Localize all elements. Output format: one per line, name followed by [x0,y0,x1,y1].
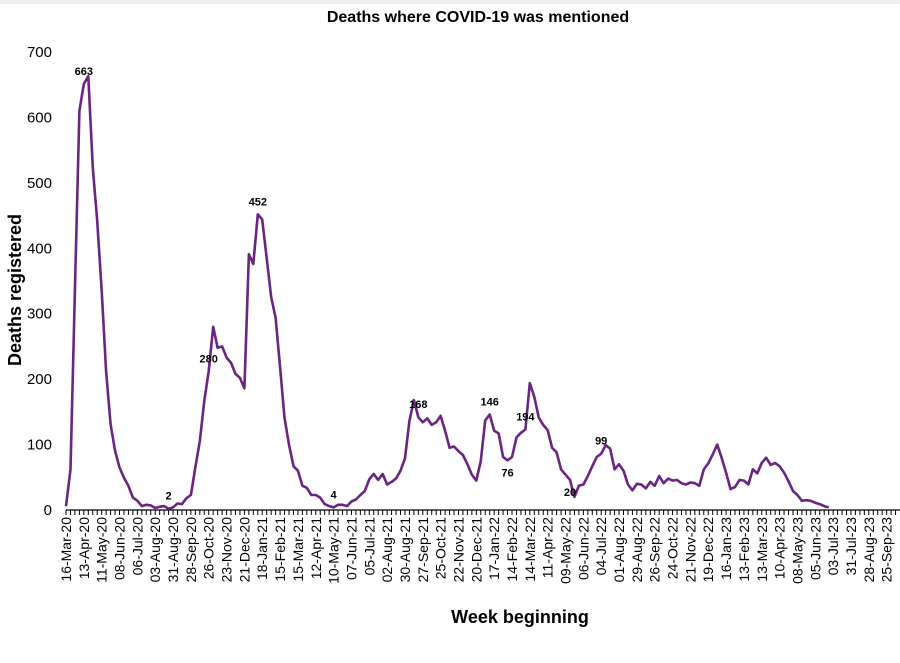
x-tick-label: 11-May-20 [94,517,110,583]
x-tick-label: 17-Jan-22 [486,517,502,580]
data-label: 663 [75,66,93,78]
x-tick-label: 08-Jun-20 [112,517,128,580]
x-tick-label: 15-Feb-21 [272,517,288,582]
x-tick-label: 21-Dec-20 [236,517,252,583]
data-label: 280 [200,353,218,365]
x-tick-label: 19-Dec-22 [700,517,716,583]
x-tick-label: 27-Sep-21 [415,517,431,583]
y-tick-label: 500 [27,175,52,192]
x-tick-label: 26-Sep-22 [647,517,663,583]
y-tick-label: 300 [27,306,52,323]
x-tick-label: 11-Apr-22 [540,517,556,578]
x-tick-label: 16-Mar-20 [58,517,74,582]
x-tick-label: 21-Nov-22 [682,517,698,583]
data-label: 76 [501,467,513,479]
x-tick-label: 24-Oct-22 [665,517,681,579]
data-labels: 663 2 280 452 4 168 146 76 194 20 99 4 [75,0,837,503]
x-tick-label: 23-Oct-23 [896,517,900,579]
x-tick-label: 25-Oct-21 [433,517,449,579]
data-label: 20 [564,487,576,499]
y-tick-label: 700 [27,44,52,61]
x-tick-label: 08-May-23 [789,517,805,584]
data-label: 4 [830,0,837,3]
x-tick-label: 31-Aug-20 [165,517,181,583]
x-tick-label: 30-Aug-21 [397,517,413,583]
x-tick-label: 22-Nov-21 [450,517,466,583]
deaths-line [64,74,830,510]
x-tick-label: 23-Nov-20 [219,517,235,583]
x-tick-label: 14-Feb-22 [504,517,520,582]
data-label: 452 [249,196,267,208]
x-tick-label: 03-Aug-20 [147,517,163,583]
data-label: 168 [409,399,427,411]
x-tick-label: 25-Sep-23 [879,517,895,583]
x-axis: 16-Mar-20 13-Apr-20 11-May-20 08-Jun-20 06-J… [58,509,900,584]
x-tick-label: 05-Jul-21 [361,517,377,576]
x-tick-label: 31-Jul-23 [843,517,859,576]
x-tick-label: 13-Feb-23 [736,517,752,582]
y-tick-label: 0 [44,502,52,519]
y-tick-label: 400 [27,240,52,257]
x-tick-label: 09-May-22 [558,517,574,584]
y-axis: 0 100 200 300 400 500 600 700 [27,44,52,519]
y-tick-label: 600 [27,109,52,126]
x-tick-label: 13-Apr-20 [76,517,92,579]
x-tick-label: 15-Mar-21 [290,517,306,582]
x-tick-label: 10-Apr-23 [772,517,788,579]
x-tick-label: 14-Mar-22 [522,517,538,582]
x-tick-label: 02-Aug-21 [379,517,395,583]
data-label: 146 [481,396,499,408]
x-tick-label: 20-Dec-21 [468,517,484,583]
x-tick-label: 05-Jun-23 [807,517,823,580]
x-tick-label: 06-Jul-20 [129,517,145,576]
x-tick-label: 01-Aug-22 [611,517,627,583]
x-tick-label: 06-Jun-22 [575,517,591,580]
x-tick-label: 12-Apr-21 [308,517,324,579]
x-tick-label: 28-Aug-23 [861,517,877,583]
x-axis-title: Week beginning [451,607,589,627]
x-tick-label: 04-Jul-22 [593,517,609,576]
top-strip [0,0,900,4]
y-tick-label: 200 [27,371,52,388]
x-tick-label: 18-Jan-21 [254,517,270,580]
data-label: 4 [331,489,338,501]
x-tick-label: 29-Aug-22 [629,517,645,583]
x-tick-label: 13-Mar-23 [754,517,770,582]
y-tick-label: 100 [27,437,52,454]
x-tick-label: 10-May-21 [326,517,342,584]
data-label: 194 [516,412,535,424]
x-tick-label: 03-Jul-23 [825,517,841,576]
y-axis-title: Deaths registered [5,214,25,366]
data-label: 99 [595,436,607,448]
data-label: 2 [166,491,172,503]
x-tick-label: 26-Oct-20 [201,517,217,579]
x-tick-label: 28-Sep-20 [183,517,199,583]
series-line [64,74,830,510]
x-tick-label: 07-Jun-21 [343,517,359,580]
chart-title: Deaths where COVID-19 was mentioned [327,9,629,26]
x-tick-label: 16-Jan-23 [718,517,734,580]
